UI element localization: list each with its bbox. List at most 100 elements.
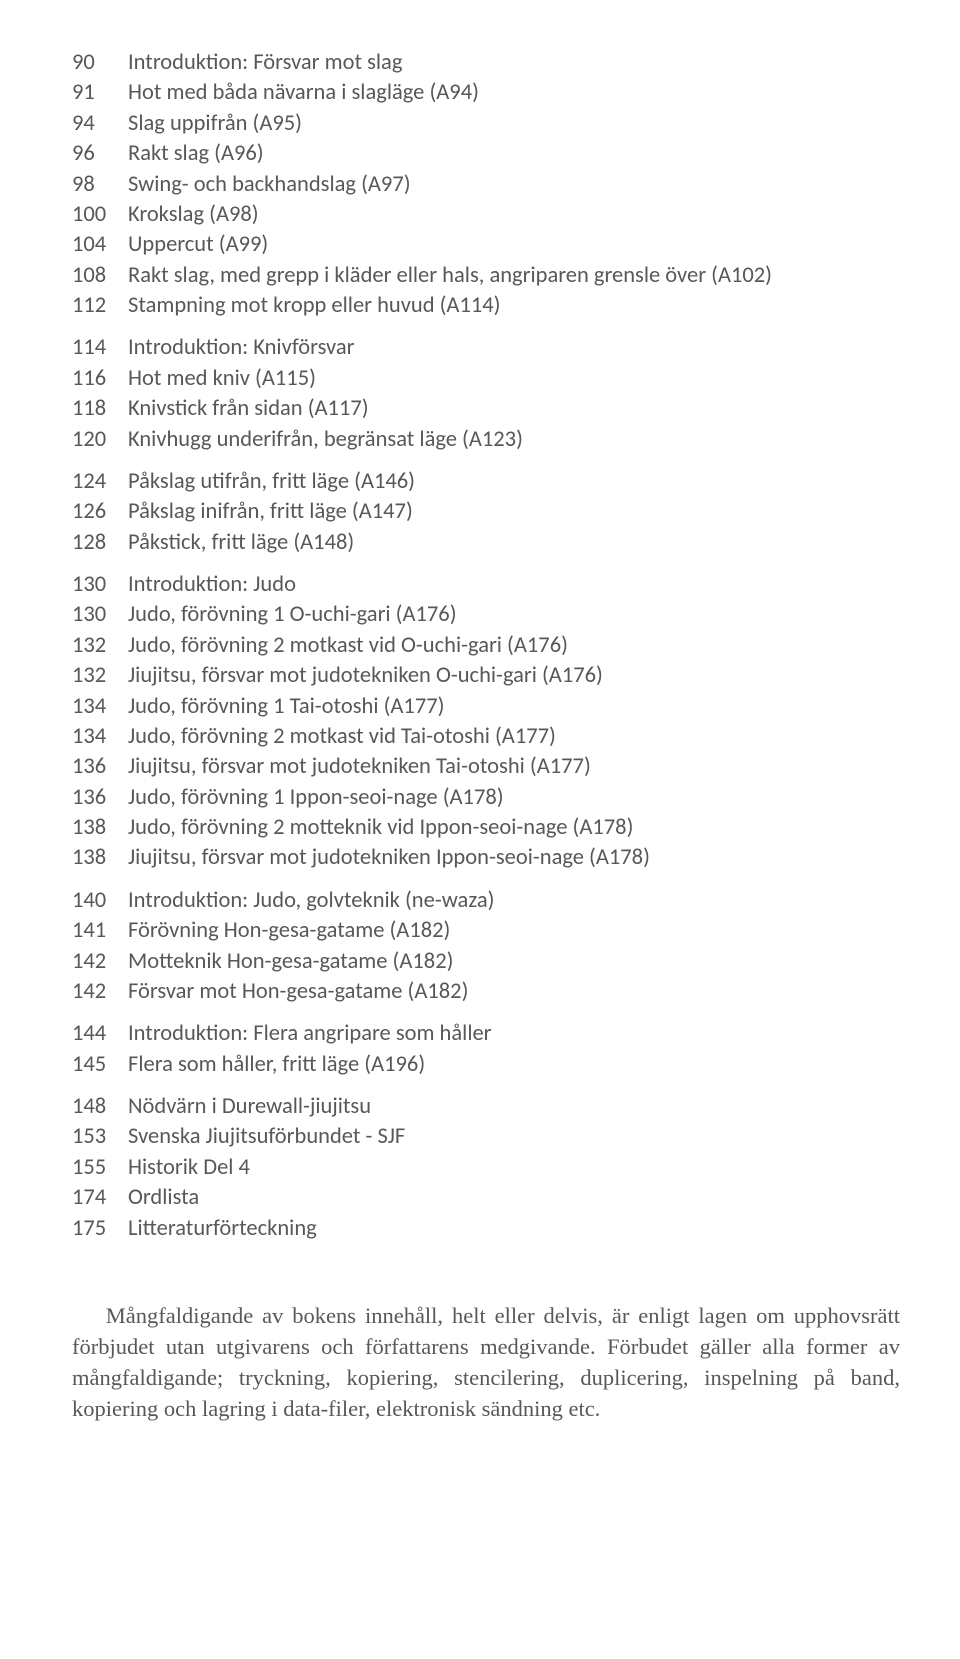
- toc-entry-text: Knivstick från sidan (A117): [128, 394, 900, 424]
- toc-entry-text: Introduktion: Judo: [128, 570, 900, 600]
- toc-row: 134Judo, förövning 2 motkast vid Tai-oto…: [72, 722, 900, 752]
- toc-group: 144Introduktion: Flera angripare som hål…: [72, 1019, 900, 1080]
- toc-page-number: 144: [72, 1019, 128, 1049]
- toc-row: 124Påkslag utifrån, fritt läge (A146): [72, 467, 900, 497]
- toc-entry-text: Motteknik Hon-gesa-gatame (A182): [128, 947, 900, 977]
- toc-row: 114Introduktion: Knivförsvar: [72, 333, 900, 363]
- toc-entry-text: Krokslag (A98): [128, 200, 900, 230]
- toc-page-number: 98: [72, 170, 128, 200]
- toc-row: 136Jiujitsu, försvar mot judotekniken Ta…: [72, 752, 900, 782]
- toc-group: 90Introduktion: Försvar mot slag91Hot me…: [72, 48, 900, 321]
- toc-row: 116Hot med kniv (A115): [72, 364, 900, 394]
- toc-page-number: 130: [72, 570, 128, 600]
- toc-page-number: 96: [72, 139, 128, 169]
- toc-page-number: 130: [72, 600, 128, 630]
- toc-page-number: 132: [72, 631, 128, 661]
- toc-row: 130Introduktion: Judo: [72, 570, 900, 600]
- toc-page-number: 140: [72, 886, 128, 916]
- copyright-paragraph: Mångfaldigande av bokens innehåll, helt …: [72, 1300, 900, 1424]
- toc-page-number: 153: [72, 1122, 128, 1152]
- toc-page-number: 128: [72, 528, 128, 558]
- toc-page-number: 155: [72, 1153, 128, 1183]
- toc-entry-text: Svenska Jiujitsuförbundet - SJF: [128, 1122, 900, 1152]
- toc-entry-text: Judo, förövning 2 motkast vid Tai-otoshi…: [128, 722, 900, 752]
- toc-row: 145Flera som håller, fritt läge (A196): [72, 1050, 900, 1080]
- toc-row: 140Introduktion: Judo, golvteknik (ne-wa…: [72, 886, 900, 916]
- toc-entry-text: Litteraturförteckning: [128, 1214, 900, 1244]
- toc-page-number: 114: [72, 333, 128, 363]
- toc-entry-text: Hot med kniv (A115): [128, 364, 900, 394]
- toc-group: 114Introduktion: Knivförsvar116Hot med k…: [72, 333, 900, 455]
- toc-row: 98Swing- och backhandslag (A97): [72, 170, 900, 200]
- toc-row: 132Judo, förövning 2 motkast vid O-uchi-…: [72, 631, 900, 661]
- toc-page-number: 138: [72, 813, 128, 843]
- toc-page-number: 174: [72, 1183, 128, 1213]
- toc-page-number: 132: [72, 661, 128, 691]
- toc-page-number: 134: [72, 692, 128, 722]
- toc-group: 124Påkslag utifrån, fritt läge (A146)126…: [72, 467, 900, 558]
- toc-page-number: 120: [72, 425, 128, 455]
- table-of-contents: 90Introduktion: Försvar mot slag91Hot me…: [72, 48, 900, 1244]
- toc-row: 141Förövning Hon-gesa-gatame (A182): [72, 916, 900, 946]
- toc-page-number: 124: [72, 467, 128, 497]
- toc-row: 175Litteraturförteckning: [72, 1214, 900, 1244]
- toc-row: 138Judo, förövning 2 motteknik vid Ippon…: [72, 813, 900, 843]
- toc-page-number: 141: [72, 916, 128, 946]
- toc-row: 100Krokslag (A98): [72, 200, 900, 230]
- toc-row: 136Judo, förövning 1 Ippon-seoi-nage (A1…: [72, 783, 900, 813]
- toc-page-number: 116: [72, 364, 128, 394]
- toc-page-number: 112: [72, 291, 128, 321]
- toc-entry-text: Stampning mot kropp eller huvud (A114): [128, 291, 900, 321]
- toc-page-number: 138: [72, 843, 128, 873]
- toc-page-number: 118: [72, 394, 128, 424]
- toc-entry-text: Nödvärn i Durewall-jiujitsu: [128, 1092, 900, 1122]
- toc-row: 94Slag uppifrån (A95): [72, 109, 900, 139]
- toc-row: 132Jiujitsu, försvar mot judotekniken O-…: [72, 661, 900, 691]
- toc-entry-text: Judo, förövning 1 O-uchi-gari (A176): [128, 600, 900, 630]
- toc-row: 108Rakt slag, med grepp i kläder eller h…: [72, 261, 900, 291]
- toc-page-number: 175: [72, 1214, 128, 1244]
- toc-row: 112Stampning mot kropp eller huvud (A114…: [72, 291, 900, 321]
- toc-entry-text: Judo, förövning 2 motteknik vid Ippon-se…: [128, 813, 900, 843]
- toc-entry-text: Introduktion: Judo, golvteknik (ne-waza): [128, 886, 900, 916]
- toc-row: 148Nödvärn i Durewall-jiujitsu: [72, 1092, 900, 1122]
- toc-row: 90Introduktion: Försvar mot slag: [72, 48, 900, 78]
- toc-entry-text: Rakt slag (A96): [128, 139, 900, 169]
- toc-entry-text: Flera som håller, fritt läge (A196): [128, 1050, 900, 1080]
- toc-row: 144Introduktion: Flera angripare som hål…: [72, 1019, 900, 1049]
- toc-entry-text: Jiujitsu, försvar mot judotekniken Ippon…: [128, 843, 900, 873]
- toc-page-number: 136: [72, 783, 128, 813]
- toc-row: 126Påkslag inifrån, fritt läge (A147): [72, 497, 900, 527]
- toc-row: 174Ordlista: [72, 1183, 900, 1213]
- toc-entry-text: Jiujitsu, försvar mot judotekniken O-uch…: [128, 661, 900, 691]
- toc-entry-text: Påkstick, fritt läge (A148): [128, 528, 900, 558]
- toc-entry-text: Uppercut (A99): [128, 230, 900, 260]
- toc-page-number: 142: [72, 977, 128, 1007]
- toc-row: 153Svenska Jiujitsuförbundet - SJF: [72, 1122, 900, 1152]
- toc-row: 104Uppercut (A99): [72, 230, 900, 260]
- toc-row: 96Rakt slag (A96): [72, 139, 900, 169]
- toc-row: 120Knivhugg underifrån, begränsat läge (…: [72, 425, 900, 455]
- toc-entry-text: Knivhugg underifrån, begränsat läge (A12…: [128, 425, 900, 455]
- toc-page-number: 148: [72, 1092, 128, 1122]
- toc-page-number: 100: [72, 200, 128, 230]
- toc-entry-text: Historik Del 4: [128, 1153, 900, 1183]
- toc-row: 155Historik Del 4: [72, 1153, 900, 1183]
- toc-entry-text: Introduktion: Försvar mot slag: [128, 48, 900, 78]
- toc-row: 128Påkstick, fritt läge (A148): [72, 528, 900, 558]
- toc-group: 140Introduktion: Judo, golvteknik (ne-wa…: [72, 886, 900, 1008]
- toc-page-number: 90: [72, 48, 128, 78]
- toc-page-number: 134: [72, 722, 128, 752]
- toc-entry-text: Introduktion: Flera angripare som håller: [128, 1019, 900, 1049]
- toc-page-number: 145: [72, 1050, 128, 1080]
- toc-entry-text: Försvar mot Hon-gesa-gatame (A182): [128, 977, 900, 1007]
- toc-entry-text: Judo, förövning 1 Tai-otoshi (A177): [128, 692, 900, 722]
- toc-entry-text: Introduktion: Knivförsvar: [128, 333, 900, 363]
- toc-page-number: 104: [72, 230, 128, 260]
- toc-group: 148Nödvärn i Durewall-jiujitsu153Svenska…: [72, 1092, 900, 1244]
- toc-entry-text: Påkslag utifrån, fritt läge (A146): [128, 467, 900, 497]
- toc-row: 130Judo, förövning 1 O-uchi-gari (A176): [72, 600, 900, 630]
- toc-row: 91Hot med båda nävarna i slagläge (A94): [72, 78, 900, 108]
- toc-page-number: 108: [72, 261, 128, 291]
- toc-entry-text: Judo, förövning 2 motkast vid O-uchi-gar…: [128, 631, 900, 661]
